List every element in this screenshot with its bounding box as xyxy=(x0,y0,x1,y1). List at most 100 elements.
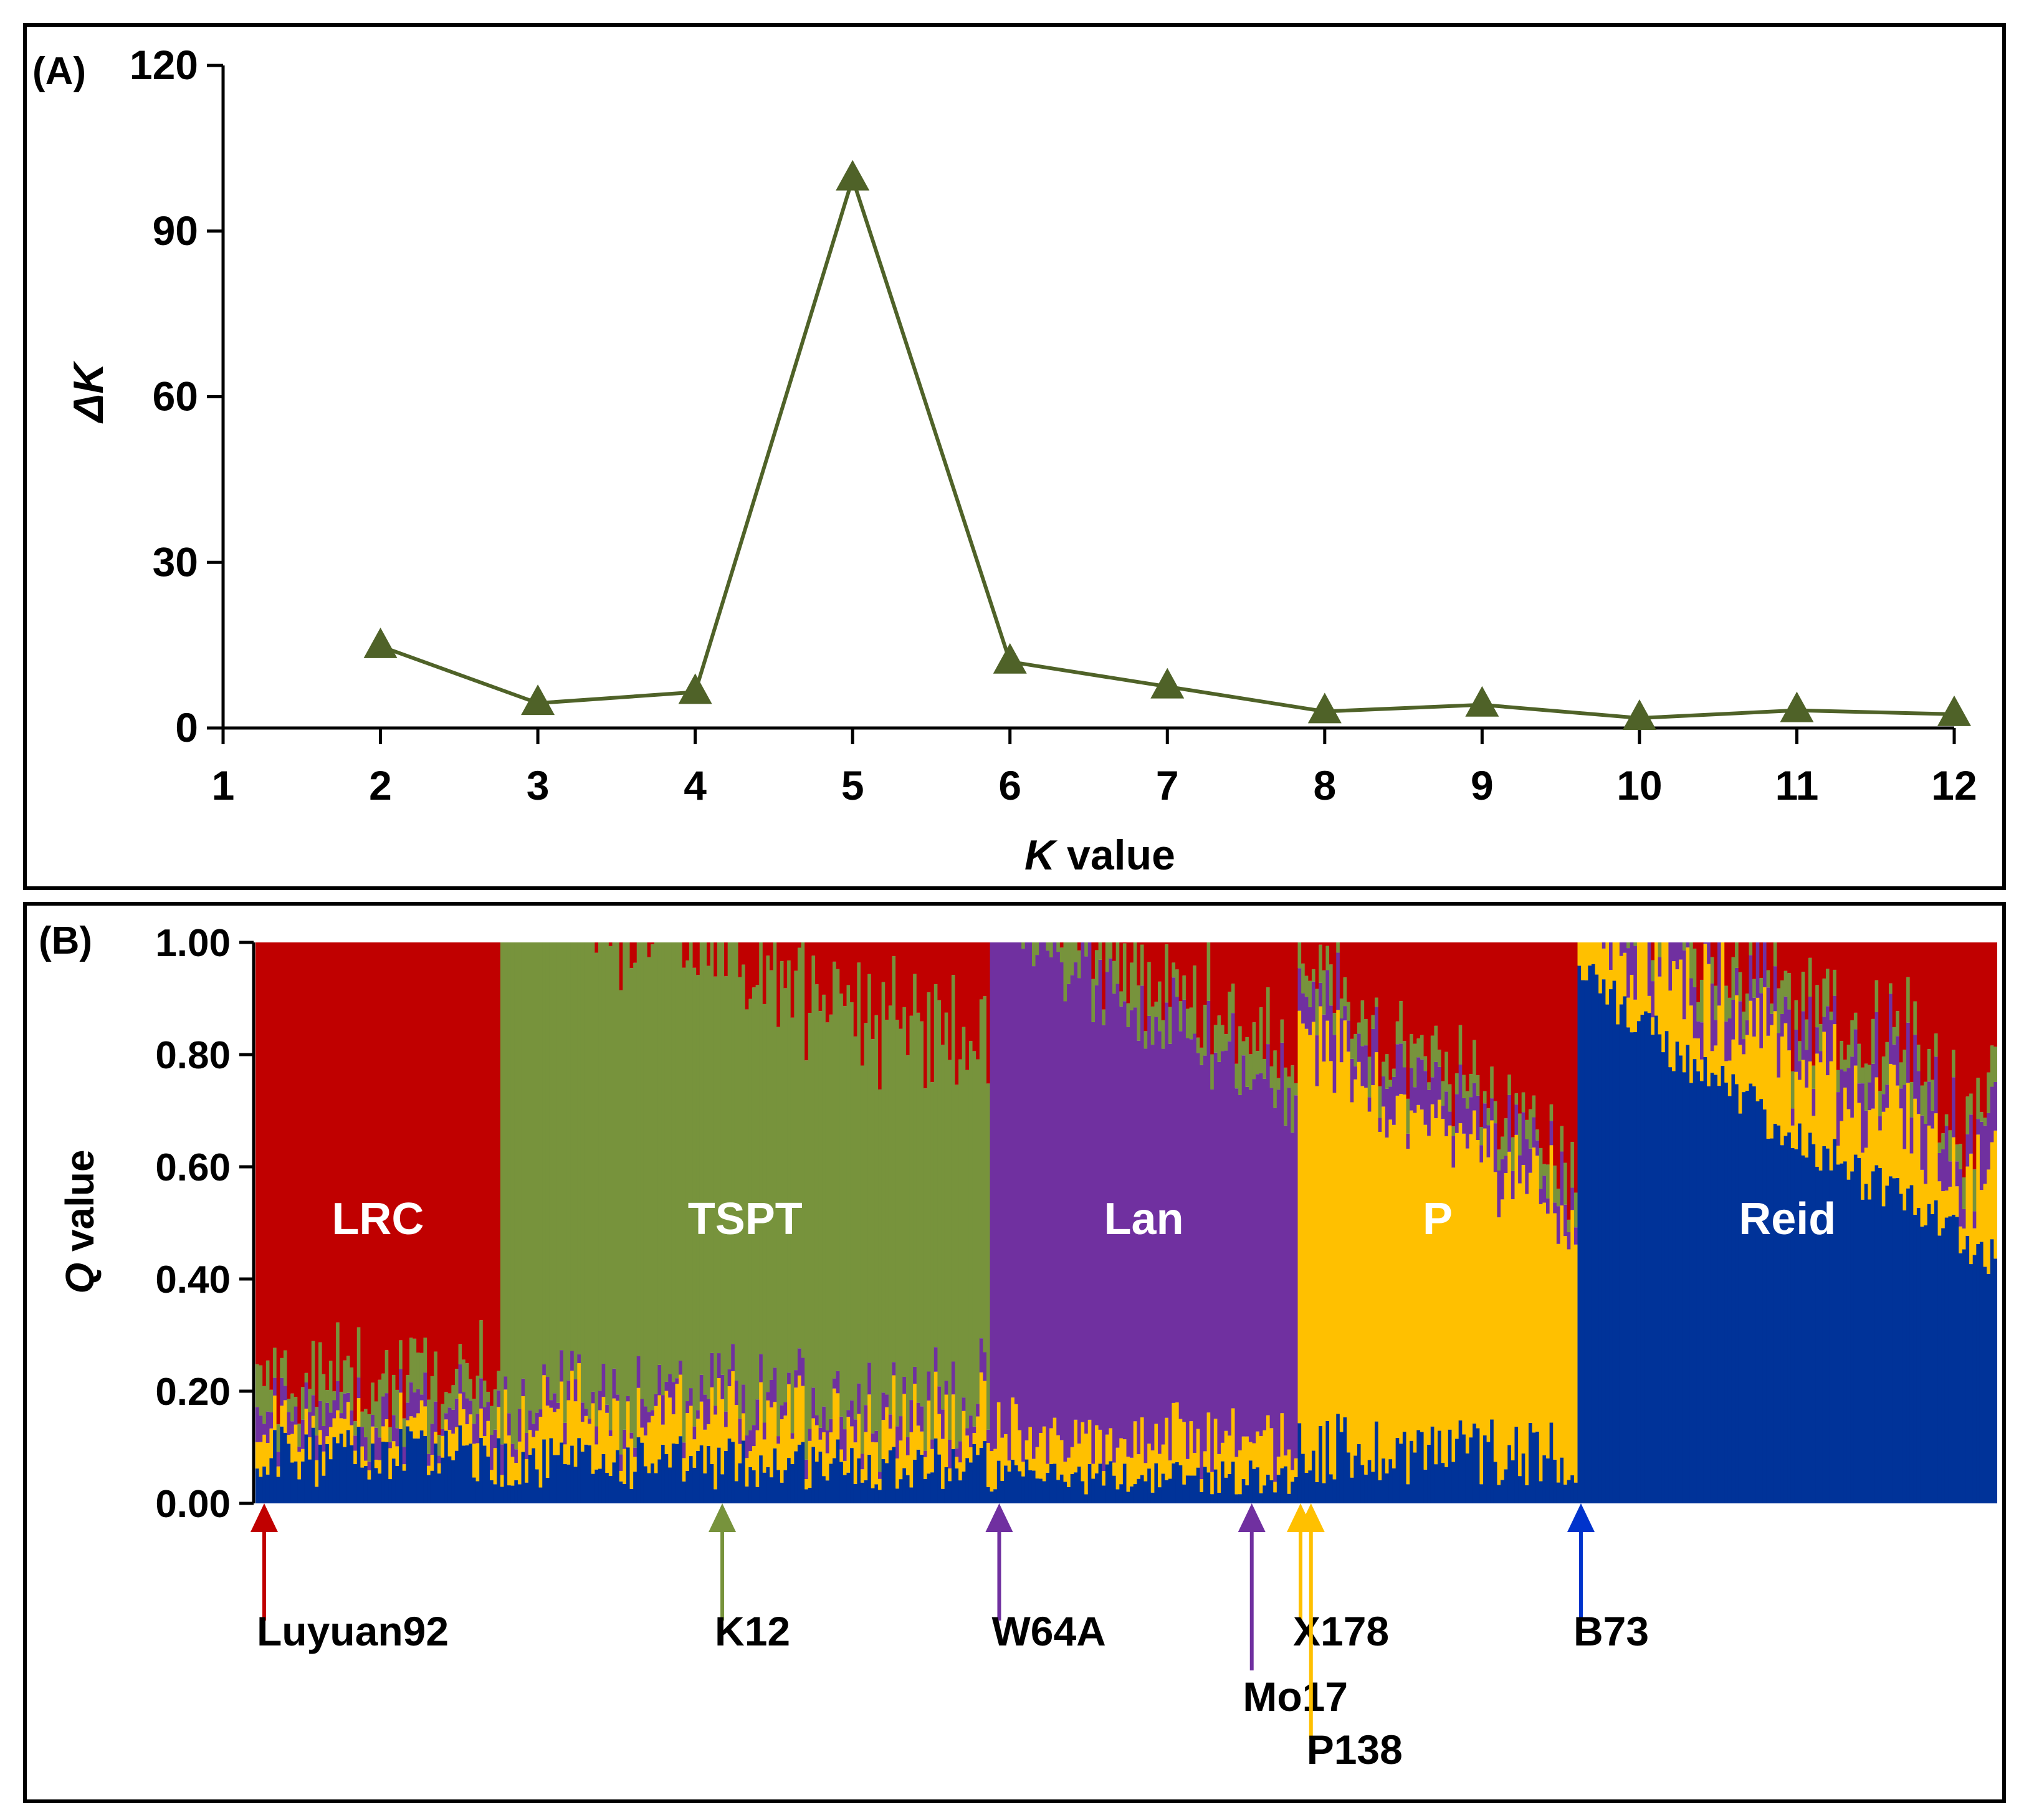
q-segment-p xyxy=(1367,1111,1372,1460)
q-segment-lrc xyxy=(1959,942,1963,1144)
q-segment-lan xyxy=(1168,1043,1173,1461)
q-segment-p xyxy=(654,1406,659,1473)
q-segment-lrc xyxy=(1374,942,1379,998)
x-tick-label: 6 xyxy=(998,762,1021,808)
q-segment-lan xyxy=(1308,1007,1312,1035)
q-segment-p xyxy=(1542,1202,1547,1455)
q-segment-tspt xyxy=(1308,980,1312,1007)
q-segment-p xyxy=(482,1435,487,1446)
q-segment-lrc xyxy=(1787,942,1792,974)
q-segment-tspt xyxy=(297,1424,302,1447)
q-segment-p xyxy=(360,1446,365,1468)
q-segment-p xyxy=(1752,1037,1757,1086)
q-segment-reid xyxy=(469,1444,473,1503)
q-segment-lrc xyxy=(378,942,382,1380)
q-segment-reid xyxy=(1406,1484,1410,1503)
q-segment-lan xyxy=(996,942,1001,1402)
q-segment-p xyxy=(594,1444,599,1470)
q-segment-p xyxy=(1056,1435,1061,1480)
q-segment-p xyxy=(962,1410,966,1472)
q-segment-tspt xyxy=(710,942,714,1353)
q-segment-reid xyxy=(378,1473,382,1503)
q-segment-p xyxy=(1871,1108,1876,1172)
q-segment-lan xyxy=(1486,1125,1491,1157)
q-segment-lan xyxy=(979,1338,983,1372)
q-segment-lan xyxy=(1438,1066,1442,1100)
q-segment-p xyxy=(990,1451,994,1492)
q-segment-lrc xyxy=(1410,942,1414,1035)
q-segment-lan xyxy=(986,1429,991,1444)
q-segment-lan xyxy=(1990,1086,1994,1142)
q-segment-lan xyxy=(1224,1050,1228,1431)
q-segment-p xyxy=(1276,1456,1281,1475)
q-segment-tspt xyxy=(300,1387,305,1420)
q-segment-p xyxy=(1185,1458,1190,1476)
annotation-label-w64a: W64A xyxy=(991,1608,1105,1654)
q-segment-lan xyxy=(818,1427,823,1440)
q-segment-p xyxy=(1853,1065,1858,1155)
q-segment-p xyxy=(839,1449,844,1462)
q-segment-reid xyxy=(542,1439,547,1503)
q-segment-tspt xyxy=(927,992,931,1372)
q-segment-reid xyxy=(507,1485,512,1503)
q-segment-reid xyxy=(1039,1478,1043,1503)
q-segment-reid xyxy=(948,1481,952,1503)
q-segment-tspt xyxy=(1241,1041,1246,1056)
q-segment-p xyxy=(1692,1038,1697,1060)
q-segment-lan xyxy=(671,1382,676,1415)
q-segment-tspt xyxy=(1846,1044,1851,1068)
q-segment-tspt xyxy=(1518,1113,1522,1156)
q-segment-lan xyxy=(1511,1171,1516,1199)
q-segment-tspt xyxy=(1021,942,1026,949)
q-segment-p xyxy=(1091,1463,1096,1479)
q-segment-lan xyxy=(517,1409,522,1442)
q-segment-lrc xyxy=(1969,942,1974,1094)
q-segment-tspt xyxy=(1913,1001,1917,1035)
q-segment-reid xyxy=(402,1470,406,1503)
q-segment-reid xyxy=(640,1442,644,1503)
q-segment-reid xyxy=(1276,1475,1281,1503)
q-segment-lan xyxy=(1241,1055,1246,1437)
q-segment-tspt xyxy=(1479,1127,1484,1146)
q-segment-tspt xyxy=(1770,1003,1774,1014)
q-segment-p xyxy=(1172,1402,1176,1463)
q-segment-tspt xyxy=(262,1386,267,1424)
q-segment-tspt xyxy=(818,1011,823,1428)
q-segment-lan xyxy=(1696,1021,1701,1039)
q-segment-tspt xyxy=(1780,980,1785,1014)
q-segment-p xyxy=(1840,1121,1844,1164)
q-segment-tspt xyxy=(1549,1104,1554,1121)
q-segment-tspt xyxy=(955,1085,959,1449)
q-segment-p xyxy=(1301,1023,1306,1454)
q-segment-p xyxy=(1269,1428,1274,1480)
q-segment-p xyxy=(1081,1422,1085,1482)
q-segment-lrc xyxy=(479,942,484,1321)
q-segment-lan xyxy=(490,1435,494,1470)
q-segment-tspt xyxy=(874,1015,879,1431)
q-segment-reid xyxy=(1909,1185,1914,1503)
q-segment-tspt xyxy=(1727,997,1732,1018)
q-segment-lan xyxy=(1707,942,1711,964)
q-segment-reid xyxy=(1965,1235,1970,1503)
q-segment-lrc xyxy=(1560,942,1564,1126)
x-tick-label: 9 xyxy=(1471,762,1494,808)
q-segment-reid xyxy=(304,1434,308,1503)
q-segment-reid xyxy=(1556,1482,1561,1503)
q-segment-reid xyxy=(1266,1474,1271,1503)
q-segment-p xyxy=(1525,1194,1529,1485)
q-segment-lrc xyxy=(1224,942,1228,1035)
q-segment-reid xyxy=(1238,1494,1243,1503)
q-segment-tspt xyxy=(413,1338,417,1392)
q-segment-tspt xyxy=(1319,944,1323,983)
q-segment-p xyxy=(1885,1108,1889,1186)
q-segment-tspt xyxy=(1482,1091,1487,1104)
q-segment-lan xyxy=(1874,1012,1879,1078)
q-segment-reid xyxy=(441,1457,445,1503)
q-segment-p xyxy=(269,1428,274,1458)
q-segment-lrc xyxy=(388,942,393,1427)
q-segment-lan xyxy=(629,1432,634,1439)
q-segment-reid xyxy=(1605,1004,1610,1503)
q-segment-reid xyxy=(818,1451,823,1503)
q-segment-lan xyxy=(976,1404,980,1417)
